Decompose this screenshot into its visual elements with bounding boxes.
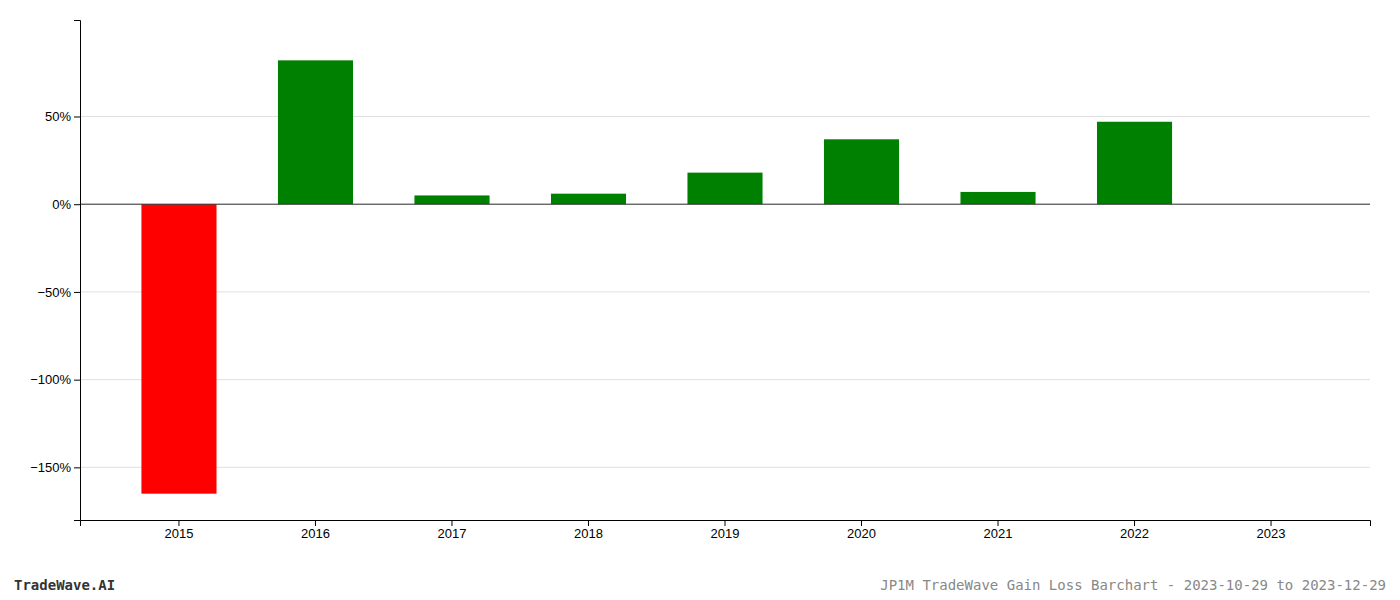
- y-tick: −150%: [30, 460, 80, 475]
- y-tick: −100%: [30, 372, 80, 387]
- footer-right: JP1M TradeWave Gain Loss Barchart - 2023…: [880, 577, 1386, 593]
- x-axis-line: [81, 521, 1371, 527]
- x-tick-mark: [315, 520, 316, 526]
- x-tick-label: 2015: [165, 526, 194, 541]
- bar: [414, 195, 489, 204]
- grid: [80, 116, 1370, 467]
- x-tick-label: 2023: [1257, 526, 1286, 541]
- x-tick-mark: [178, 520, 179, 526]
- x-tick-label: 2019: [711, 526, 740, 541]
- grid-line: [80, 467, 1370, 468]
- x-tick: 2023: [1257, 520, 1286, 541]
- y-tick: 50%: [45, 109, 80, 124]
- x-tick: 2015: [165, 520, 194, 541]
- x-tick-mark: [1134, 520, 1135, 526]
- x-tick: 2018: [574, 520, 603, 541]
- y-tick-mark: [74, 116, 80, 117]
- x-tick-label: 2018: [574, 526, 603, 541]
- grid-line: [80, 116, 1370, 117]
- x-tick: 2020: [847, 520, 876, 541]
- y-tick: 0%: [52, 197, 80, 212]
- y-tick-label: −50%: [37, 285, 71, 300]
- bar: [960, 192, 1035, 204]
- x-tick: 2019: [711, 520, 740, 541]
- bar: [1097, 122, 1172, 204]
- footer-left: TradeWave.AI: [14, 577, 115, 593]
- bar: [687, 173, 762, 205]
- x-tick-mark: [861, 520, 862, 526]
- y-tick-label: −150%: [30, 460, 71, 475]
- x-tick-label: 2017: [438, 526, 467, 541]
- x-tick-mark: [725, 520, 726, 526]
- y-axis: −150% −100% −50% 0% 50%: [30, 21, 80, 521]
- bars: [141, 60, 1172, 493]
- x-tick-label: 2021: [984, 526, 1013, 541]
- plot-area: −150%−100%−50%0%50%201520162017201820192…: [30, 21, 1370, 542]
- grid-line: [80, 291, 1370, 292]
- y-tick-mark: [74, 467, 80, 468]
- x-tick-mark: [451, 520, 452, 526]
- chart: −150%−100%−50%0%50%201520162017201820192…: [0, 0, 1400, 600]
- y-tick-label: 50%: [45, 109, 71, 124]
- x-tick-mark: [588, 520, 589, 526]
- x-tick-mark: [998, 520, 999, 526]
- bar: [141, 204, 216, 493]
- x-tick-mark: [1271, 520, 1272, 526]
- y-tick-mark: [74, 380, 80, 381]
- y-tick-label: 0%: [52, 197, 71, 212]
- grid-line: [80, 379, 1370, 380]
- x-tick: 2017: [438, 520, 467, 541]
- y-tick: −50%: [37, 285, 80, 300]
- bar: [278, 60, 353, 204]
- bar: [551, 194, 626, 205]
- x-tick: 2022: [1120, 520, 1149, 541]
- x-tick-label: 2016: [301, 526, 330, 541]
- x-tick: 2021: [984, 520, 1013, 541]
- y-tick-mark: [74, 292, 80, 293]
- x-axis: 2015 2016 2017 2018 2019 2020 2021 2022 2023: [81, 520, 1371, 541]
- y-axis-line: [74, 21, 81, 521]
- bar: [824, 139, 899, 204]
- x-tick: 2016: [301, 520, 330, 541]
- zero-line: [80, 204, 1370, 205]
- y-tick-label: −100%: [30, 372, 71, 387]
- y-tick-mark: [74, 204, 80, 205]
- grid-line: [80, 204, 1370, 205]
- x-tick-label: 2020: [847, 526, 876, 541]
- x-tick-label: 2022: [1120, 526, 1149, 541]
